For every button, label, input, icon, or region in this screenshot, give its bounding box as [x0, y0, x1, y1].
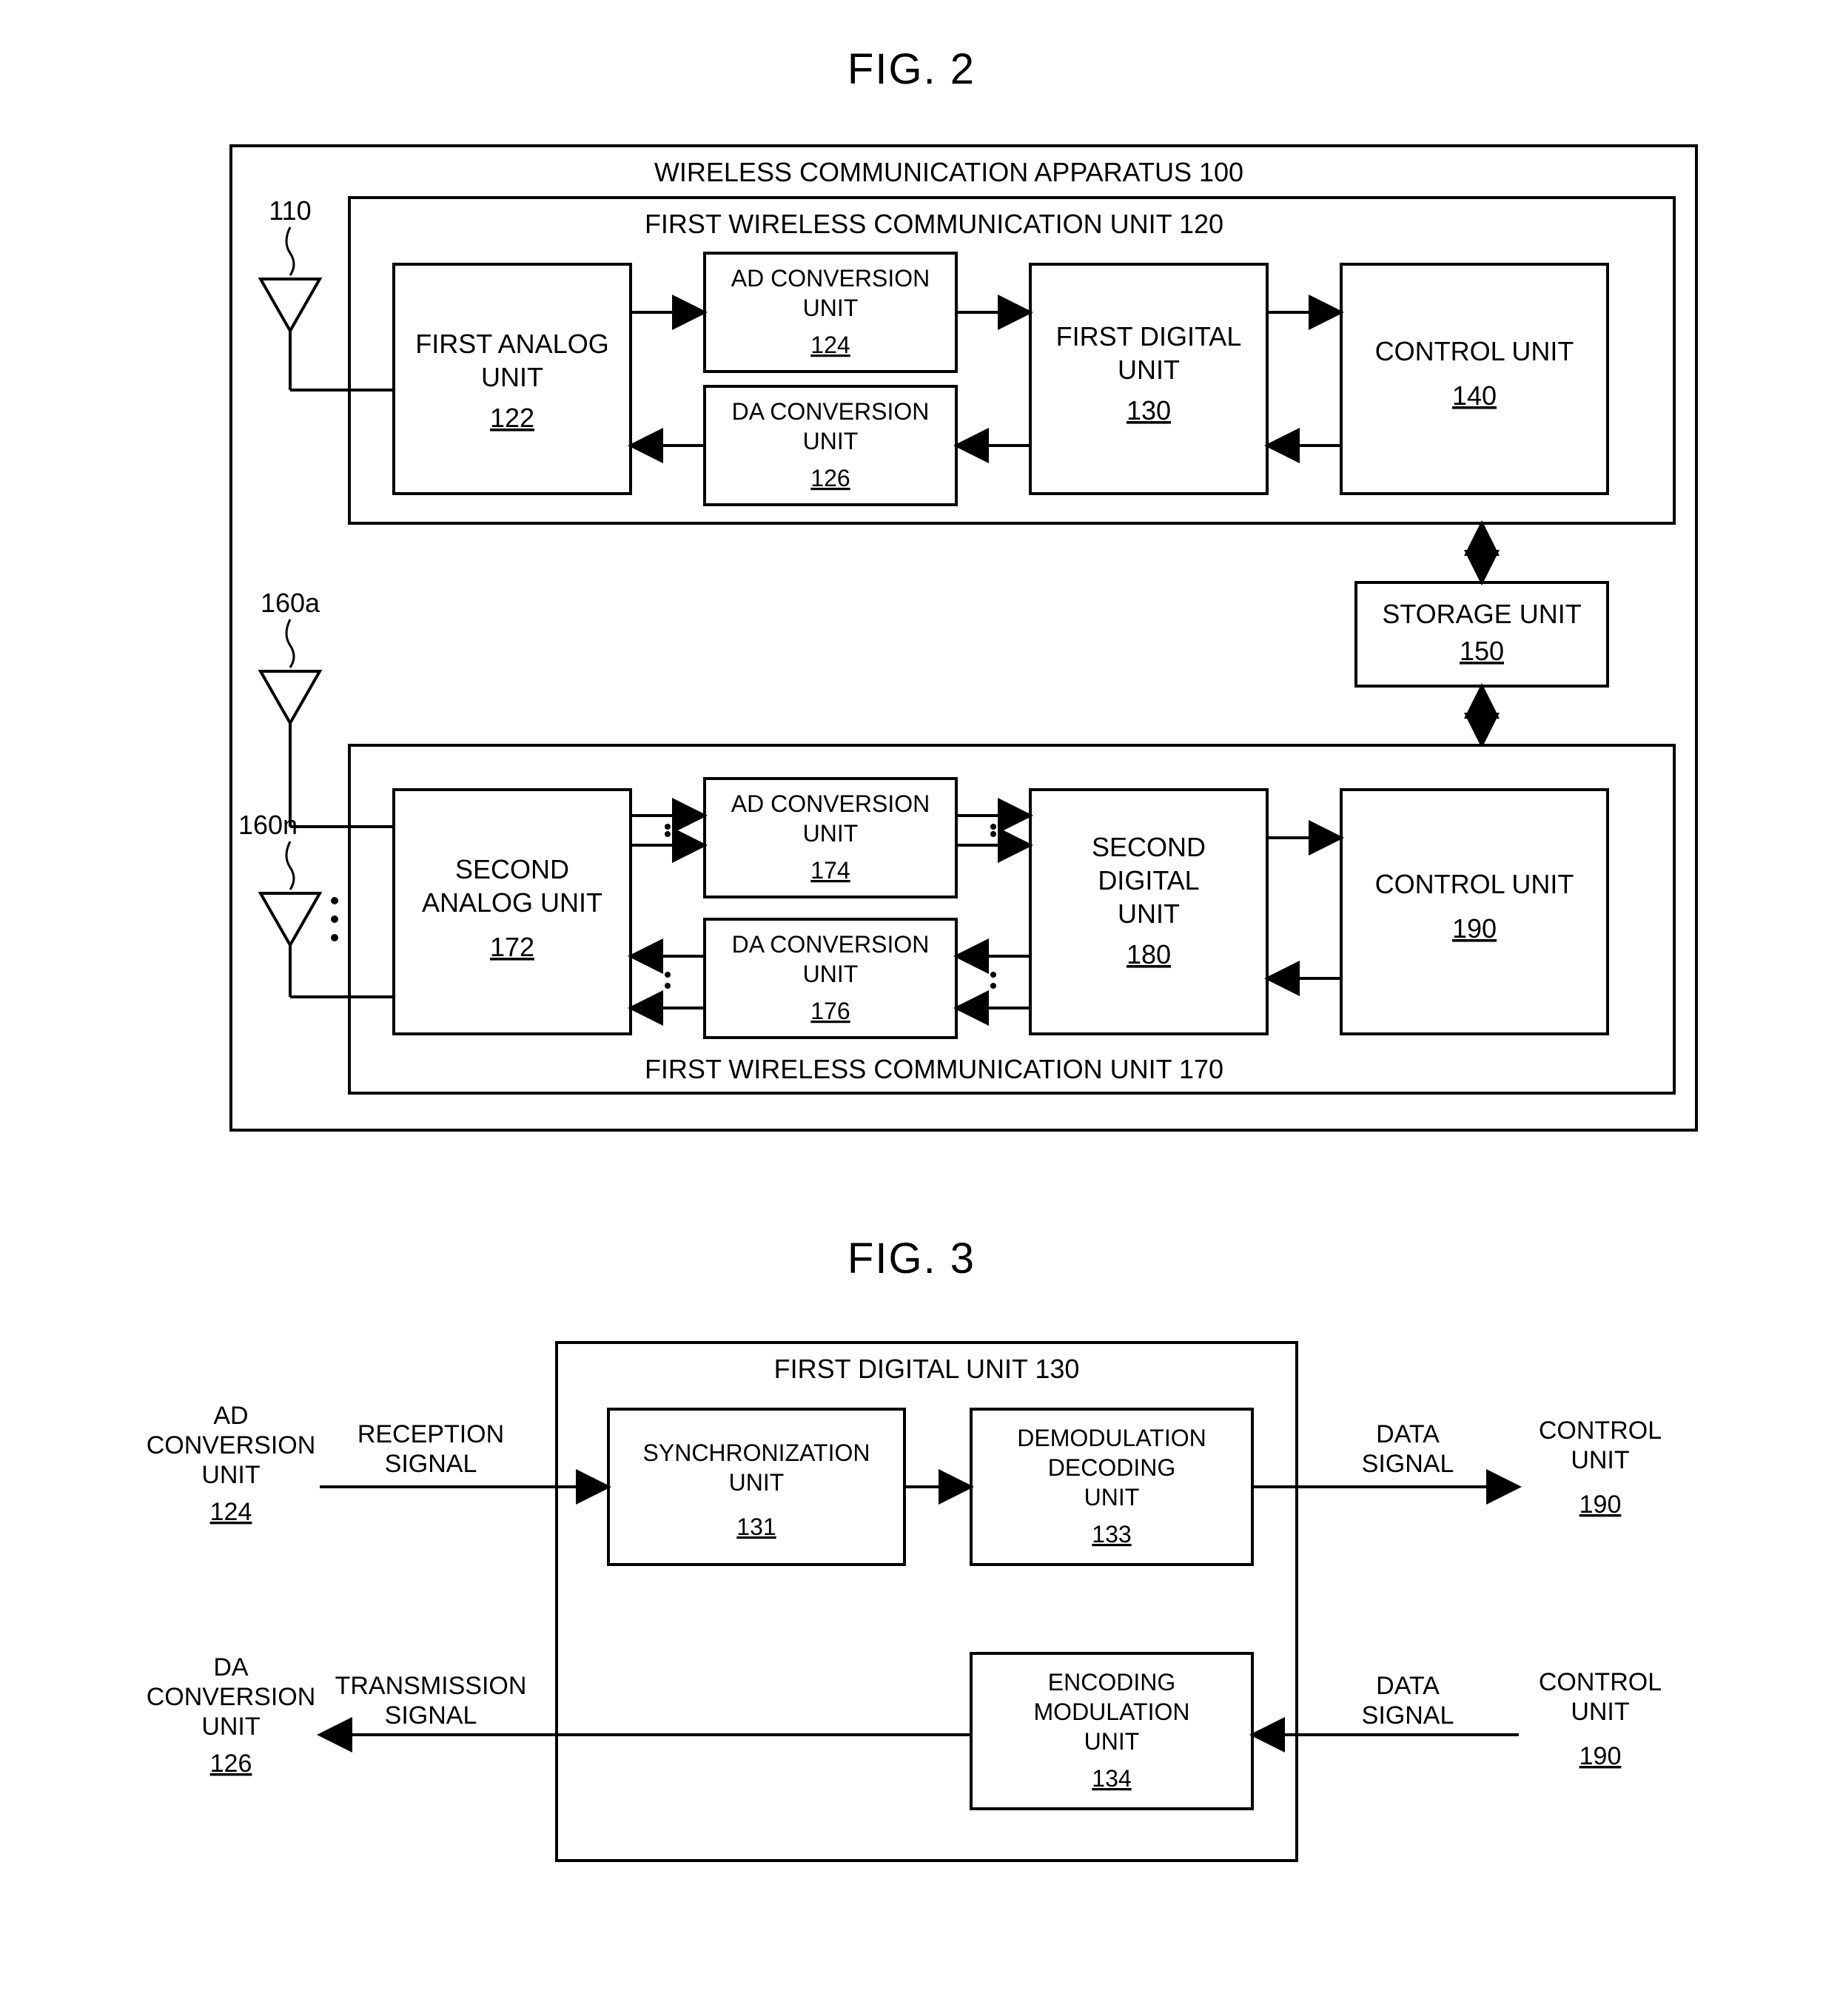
box126-l1: DA CONVERSION: [731, 398, 929, 425]
fig2-title: FIG. 2: [0, 44, 1823, 94]
box140-num: 140: [1451, 380, 1496, 411]
unit170-label: FIRST WIRELESS COMMUNICATION UNIT 170: [644, 1054, 1223, 1084]
box126-num: 126: [810, 465, 850, 491]
sig2-l1: TRANSMISSION: [335, 1672, 526, 1700]
box176-l2: UNIT: [802, 961, 858, 987]
box130-l2: UNIT: [1118, 355, 1180, 385]
box180-num: 180: [1126, 939, 1170, 970]
left2-l3: UNIT: [201, 1713, 260, 1741]
box180-l1: SECOND: [1091, 832, 1205, 862]
left1-l1: AD: [213, 1402, 248, 1430]
sig4-l1: DATA: [1376, 1672, 1440, 1700]
box134-l2: MODULATION: [1033, 1699, 1189, 1725]
box176-l1: DA CONVERSION: [731, 931, 929, 958]
sig2-l2: SIGNAL: [384, 1701, 477, 1730]
box134-l1: ENCODING: [1047, 1669, 1175, 1696]
right2-l1: CONTROL: [1538, 1668, 1661, 1696]
box131-l2: UNIT: [728, 1469, 784, 1496]
left1-l2: CONVERSION: [146, 1431, 315, 1459]
box174-l1: AD CONVERSION: [731, 790, 929, 817]
box131-num: 131: [736, 1513, 776, 1540]
right1-num: 190: [1579, 1491, 1621, 1519]
unit120-label: FIRST WIRELESS COMMUNICATION UNIT 120: [644, 209, 1223, 239]
box130-num: 130: [1126, 395, 1170, 426]
left2-l2: CONVERSION: [146, 1683, 315, 1711]
sig4-l2: SIGNAL: [1361, 1701, 1454, 1730]
box150: [1356, 582, 1608, 686]
box131-l1: SYNCHRONIZATION: [642, 1439, 870, 1466]
box150-num: 150: [1459, 636, 1503, 666]
box190: [1341, 790, 1608, 1034]
box133-num: 133: [1092, 1521, 1131, 1548]
box133-l2: DECODING: [1047, 1454, 1175, 1481]
box130-l1: FIRST DIGITAL: [1055, 321, 1241, 352]
ant110-label: 110: [269, 195, 311, 226]
fig3-diagram: FIRST DIGITAL UNIT 130 SYNCHRONIZATION U…: [98, 1313, 1726, 1905]
box140-l1: CONTROL UNIT: [1374, 336, 1574, 366]
ant160n-label: 160n: [238, 810, 297, 840]
box172-l1: SECOND: [454, 854, 568, 884]
left2-num: 126: [209, 1750, 252, 1778]
box122-l1: FIRST ANALOG: [415, 329, 608, 359]
box126-l2: UNIT: [802, 428, 858, 454]
right1-l2: UNIT: [1571, 1446, 1629, 1474]
box176-num: 176: [810, 998, 850, 1024]
box172-l2: ANALOG UNIT: [421, 887, 602, 918]
ant160a-label: 160a: [260, 588, 320, 618]
fig3-title: FIG. 3: [0, 1234, 1823, 1283]
box180-l2: DIGITAL: [1098, 865, 1199, 896]
box190-l1: CONTROL UNIT: [1374, 869, 1574, 899]
sig1-l2: SIGNAL: [384, 1450, 477, 1478]
box134-num: 134: [1092, 1765, 1131, 1792]
box122-num: 122: [489, 403, 534, 433]
left1-l3: UNIT: [201, 1461, 260, 1489]
box134-l3: UNIT: [1084, 1728, 1139, 1755]
sig3-l1: DATA: [1376, 1420, 1440, 1448]
box174-num: 174: [810, 857, 850, 884]
box122-l2: UNIT: [481, 362, 543, 392]
box124-num: 124: [810, 332, 850, 358]
box174-l2: UNIT: [802, 820, 858, 847]
box140: [1341, 264, 1608, 494]
box133-l3: UNIT: [1084, 1484, 1139, 1511]
sig1-l1: RECEPTION: [357, 1420, 503, 1448]
box172-num: 172: [489, 932, 534, 962]
left2-l1: DA: [213, 1653, 249, 1681]
right2-l2: UNIT: [1571, 1698, 1629, 1726]
left1-num: 124: [209, 1498, 252, 1526]
apparatus-label: WIRELESS COMMUNICATION APPARATUS 100: [654, 157, 1243, 187]
fig3-outer-label: FIRST DIGITAL UNIT 130: [773, 1354, 1079, 1384]
fig2-diagram: WIRELESS COMMUNICATION APPARATUS 100 FIR…: [98, 124, 1726, 1160]
box190-num: 190: [1451, 913, 1496, 944]
sig3-l2: SIGNAL: [1361, 1450, 1454, 1478]
box124-l1: AD CONVERSION: [731, 265, 929, 292]
box150-l1: STORAGE UNIT: [1382, 599, 1581, 629]
box133-l1: DEMODULATION: [1017, 1425, 1206, 1451]
box180-l3: UNIT: [1118, 898, 1180, 929]
box124-l2: UNIT: [802, 295, 858, 321]
right2-num: 190: [1579, 1742, 1621, 1770]
right1-l1: CONTROL: [1538, 1417, 1661, 1445]
